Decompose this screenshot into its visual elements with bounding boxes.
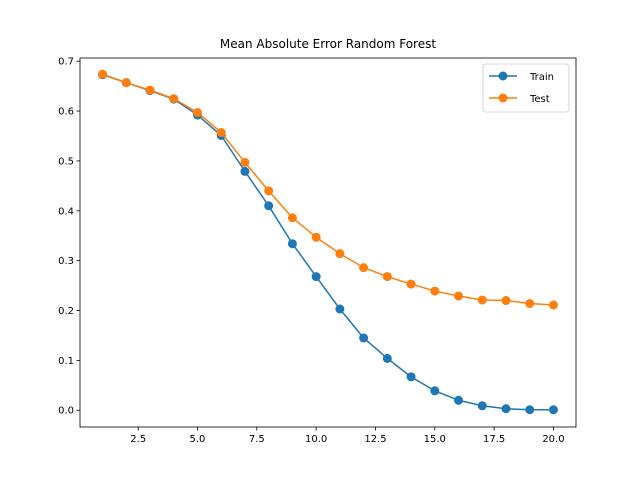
data-point-test	[525, 299, 535, 309]
data-point-train	[548, 405, 558, 415]
data-point-train	[454, 395, 464, 405]
x-tick-label: 5.0	[190, 434, 206, 445]
x-axis: 2.5 5.0 7.5 10.0 12.5 15.0 17.5 20.0	[130, 427, 565, 445]
data-point-train	[264, 201, 274, 211]
legend-label-train: Train	[529, 72, 554, 83]
y-tick-label: 0.1	[58, 356, 74, 367]
data-point-test	[98, 69, 108, 79]
data-point-test	[287, 213, 297, 223]
legend-marker-train	[498, 71, 508, 81]
data-point-train	[335, 304, 345, 314]
y-tick-label: 0.0	[58, 406, 74, 417]
x-tick-label: 10.0	[305, 434, 327, 445]
data-point-test	[501, 296, 511, 306]
x-tick-label: 12.5	[364, 434, 386, 445]
data-point-train	[525, 405, 535, 415]
data-point-test	[121, 78, 131, 88]
data-point-train	[311, 272, 321, 282]
y-tick-label: 0.3	[58, 256, 74, 267]
chart-title: Mean Absolute Error Random Forest	[220, 37, 436, 51]
y-tick-label: 0.2	[58, 306, 74, 317]
x-tick-label: 7.5	[249, 434, 265, 445]
x-tick-label: 20.0	[542, 434, 564, 445]
data-point-test	[216, 127, 226, 137]
data-point-test	[311, 232, 321, 242]
data-point-train	[359, 333, 369, 343]
plot-area	[80, 58, 576, 427]
x-tick-label: 2.5	[130, 434, 146, 445]
data-point-train	[501, 404, 511, 414]
legend-marker-test	[498, 93, 508, 103]
data-point-test	[359, 263, 369, 273]
plot-background	[80, 58, 576, 427]
x-tick-label: 15.0	[424, 434, 446, 445]
data-point-test	[264, 186, 274, 196]
data-point-train	[240, 166, 250, 176]
data-point-train	[406, 372, 416, 382]
data-point-test	[145, 85, 155, 95]
legend-box	[482, 63, 570, 113]
data-point-test	[430, 286, 440, 296]
axes-frame	[79, 57, 577, 428]
data-point-test	[169, 94, 179, 104]
x-tick-label: 17.5	[483, 434, 505, 445]
data-point-test	[335, 249, 345, 259]
y-tick-label: 0.4	[58, 206, 74, 217]
series-layer	[98, 69, 558, 415]
y-axis: 0.0 0.1 0.2 0.3 0.4 0.5 0.6 0.7	[58, 57, 80, 417]
data-point-train	[287, 239, 297, 249]
data-point-train	[477, 401, 487, 411]
data-point-test	[548, 300, 558, 310]
legend: Train Test	[482, 63, 570, 113]
y-tick-label: 0.5	[58, 156, 74, 167]
legend-label-test: Test	[529, 94, 550, 105]
data-point-train	[382, 353, 392, 363]
data-point-test	[382, 272, 392, 282]
data-point-test	[240, 157, 250, 167]
data-point-test	[192, 108, 202, 118]
data-point-test	[454, 291, 464, 301]
data-point-test	[406, 279, 416, 289]
data-point-train	[430, 386, 440, 396]
y-tick-label: 0.6	[58, 107, 74, 118]
y-tick-label: 0.7	[58, 57, 74, 68]
data-point-test	[477, 295, 487, 305]
